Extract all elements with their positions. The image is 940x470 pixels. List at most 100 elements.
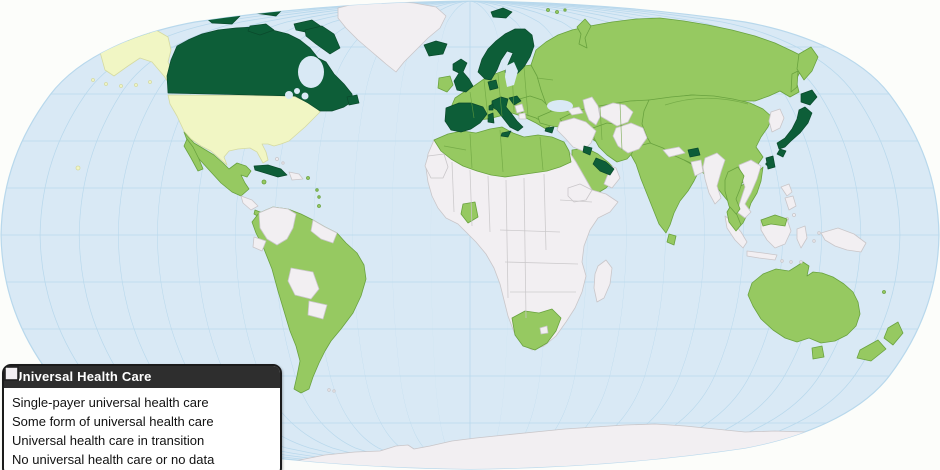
malay-peninsula[interactable] <box>726 206 742 232</box>
new-caledonia[interactable] <box>882 290 886 294</box>
hispaniola[interactable] <box>288 171 304 181</box>
legend-item-some-form: Some form of universal health care <box>4 366 272 431</box>
lesser-antilles[interactable] <box>317 195 321 199</box>
bahamas[interactable] <box>281 161 285 165</box>
country-ghana[interactable] <box>460 201 479 224</box>
franz-josef-land[interactable] <box>546 8 550 12</box>
aleutians[interactable] <box>119 84 123 88</box>
country-philippines[interactable] <box>780 183 793 197</box>
lesser-sunda[interactable] <box>799 260 803 264</box>
balkans-patch-south[interactable] <box>518 112 527 120</box>
country-yemen[interactable] <box>567 183 593 203</box>
western-sahara[interactable] <box>424 153 449 179</box>
japan-kyushu[interactable] <box>776 148 787 158</box>
country-bangladesh[interactable] <box>690 159 704 177</box>
country-jamaica[interactable] <box>261 179 267 185</box>
country-uae-qatar[interactable] <box>592 157 615 176</box>
franz-josef-land[interactable] <box>563 8 567 12</box>
aleutians[interactable] <box>134 83 138 87</box>
country-iceland[interactable] <box>423 40 448 57</box>
country-borders-gray <box>451 161 593 319</box>
lesser-sunda[interactable] <box>780 259 784 263</box>
country-thailand[interactable] <box>724 166 745 218</box>
country-colombia[interactable] <box>258 206 297 246</box>
aleutians[interactable] <box>104 82 108 86</box>
hawaii[interactable] <box>75 165 81 171</box>
country-taiwan[interactable] <box>765 155 776 170</box>
aleutians[interactable] <box>91 78 95 82</box>
moluccas[interactable] <box>812 239 816 243</box>
iberia[interactable] <box>444 102 488 133</box>
java[interactable] <box>746 250 778 261</box>
malaysia-borneo[interactable] <box>760 214 788 227</box>
falkland-islands[interactable] <box>327 388 331 392</box>
country-denmark[interactable] <box>487 79 499 91</box>
country-nepal[interactable] <box>662 146 686 158</box>
scandinavia[interactable] <box>477 28 535 81</box>
country-slovenia-croatia[interactable] <box>508 95 522 106</box>
country-south-africa[interactable] <box>511 308 562 351</box>
country-new-zealand-north[interactable] <box>883 321 904 346</box>
falkland-islands[interactable] <box>332 389 336 393</box>
country-usa[interactable] <box>167 94 321 166</box>
bahamas[interactable] <box>275 157 279 161</box>
country-kuwait[interactable] <box>582 145 593 156</box>
guyanas[interactable] <box>310 219 338 244</box>
novaya-zemlya[interactable] <box>576 18 592 49</box>
baffin-island[interactable] <box>304 25 341 55</box>
kamchatka[interactable] <box>796 46 819 81</box>
sulawesi[interactable] <box>796 225 808 249</box>
japan-hokkaido[interactable] <box>800 89 818 106</box>
black-sea <box>547 100 573 112</box>
sicily[interactable] <box>500 130 512 138</box>
svalbard[interactable] <box>490 7 513 19</box>
philippine-islands[interactable] <box>792 213 796 217</box>
country-turkmenistan-uzbekistan[interactable] <box>598 102 634 127</box>
country-myanmar[interactable] <box>702 152 726 205</box>
sakhalin[interactable] <box>790 70 799 93</box>
legend-item-label: Single-payer universal health care <box>12 395 209 410</box>
moluccas[interactable] <box>817 231 821 235</box>
country-canada[interactable] <box>166 26 354 112</box>
country-guatemala-region[interactable] <box>240 195 259 211</box>
country-cuba[interactable] <box>253 164 288 178</box>
japan-honshu[interactable] <box>776 106 813 150</box>
country-ireland[interactable] <box>437 75 454 93</box>
region-korea[interactable] <box>768 108 785 133</box>
legend-title: Universal Health Care <box>4 366 280 388</box>
madagascar[interactable] <box>593 259 613 303</box>
country-philippines-south[interactable] <box>784 195 797 211</box>
tasmania[interactable] <box>811 345 825 360</box>
country-russia-northeast[interactable] <box>844 5 903 43</box>
balkans-patch[interactable] <box>514 103 525 114</box>
country-paraguay[interactable] <box>307 300 328 320</box>
lesser-antilles[interactable] <box>315 188 319 192</box>
baja-california[interactable] <box>183 138 204 172</box>
country-united-kingdom[interactable] <box>452 58 474 93</box>
aleutians[interactable] <box>148 80 152 84</box>
country-mexico[interactable] <box>183 131 252 197</box>
country-lesotho[interactable] <box>539 325 549 335</box>
corsica[interactable] <box>488 103 494 111</box>
country-ecuador[interactable] <box>252 236 267 252</box>
canada-arctic-island[interactable] <box>247 23 275 36</box>
country-italy[interactable] <box>491 96 524 132</box>
country-new-zealand-south[interactable] <box>856 339 887 362</box>
country-puerto-rico[interactable] <box>306 176 310 180</box>
country-borders-green <box>443 66 749 173</box>
newfoundland[interactable] <box>346 94 360 106</box>
new-guinea[interactable] <box>820 227 867 253</box>
country-sri-lanka[interactable] <box>666 233 677 246</box>
country-cyprus[interactable] <box>544 126 555 134</box>
country-bhutan[interactable] <box>687 147 701 158</box>
franz-josef-land[interactable] <box>555 10 559 14</box>
country-australia[interactable] <box>747 261 861 344</box>
legend-swatch-no-data <box>4 366 19 381</box>
country-trinidad[interactable] <box>317 204 321 208</box>
country-bolivia[interactable] <box>287 267 320 300</box>
no-data-overlays <box>424 153 549 335</box>
region-north-africa[interactable] <box>433 126 572 178</box>
sardinia[interactable] <box>487 112 495 124</box>
lesser-sunda[interactable] <box>789 260 793 264</box>
